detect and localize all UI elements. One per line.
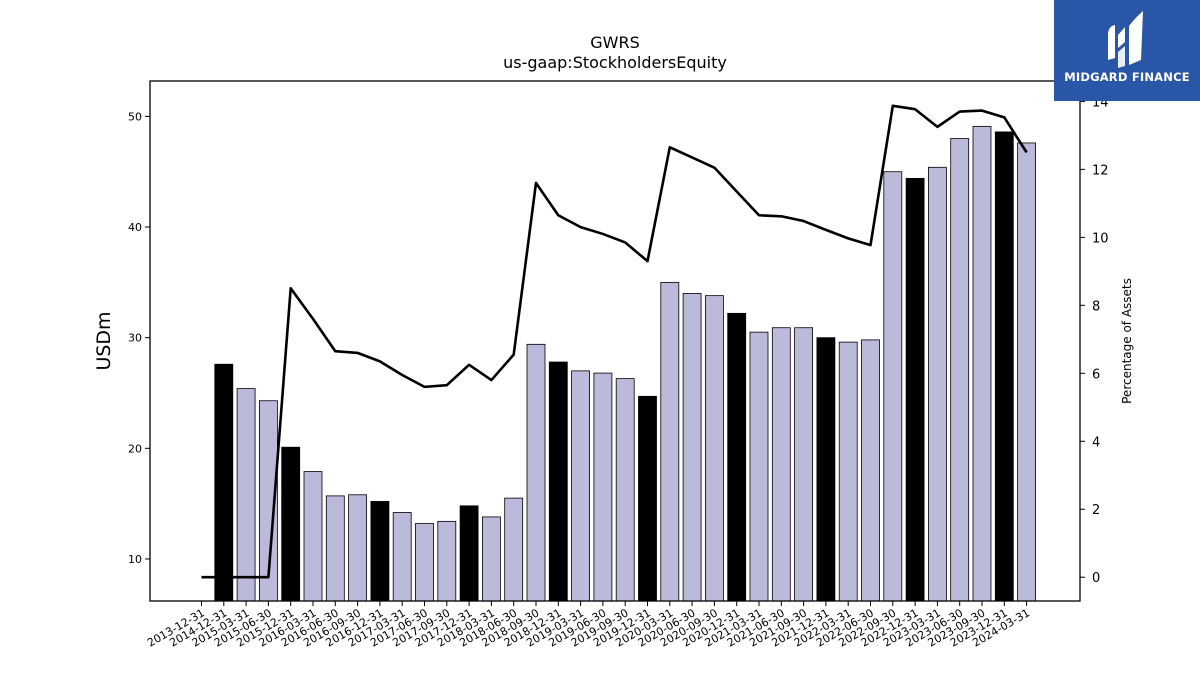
bar-2016-12-31 [370,501,390,602]
bar-2016-06-30 [325,495,345,602]
bar-2019-12-31 [638,395,657,602]
bar-2021-12-31 [816,337,836,602]
bar-2022-12-31 [905,177,925,602]
bar-2016-09-30 [348,494,368,602]
chart-subtitle: us-gaap:StockholdersEquity [503,53,727,72]
y-tick-label: 30 [128,332,142,345]
logo-text: MIDGARD FINANCE [1064,70,1190,84]
bar-2022-03-31 [838,341,858,602]
y-tick-label: 40 [128,221,142,234]
y2-tick-label: 4 [1092,435,1100,450]
bar-2018-12-31 [548,361,568,602]
bar-2020-12-31 [727,312,747,602]
bars-layer [214,125,1036,602]
bar-2017-03-31 [392,512,412,602]
bar-2016-03-31 [303,471,323,602]
bar-2021-03-31 [749,331,769,602]
bar-2023-12-31 [994,131,1014,602]
bar-2018-06-30 [504,497,524,602]
chart-title: GWRS [590,33,640,52]
y2-tick-label: 6 [1092,367,1100,382]
bar-2019-06-30 [593,372,613,602]
plot-frame [149,80,1081,602]
bar-2021-06-30 [771,327,791,602]
y-tick-label: 20 [128,442,142,455]
y2-tick-label: 8 [1092,299,1100,314]
y2-axis-label: Percentage of Assets [1120,278,1134,404]
bar-2019-03-31 [571,370,590,602]
bar-2023-06-30 [950,138,970,602]
bar-2015-03-31 [236,388,256,602]
bar-2024-03-31 [1017,142,1036,602]
bar-2015-12-31 [281,446,301,602]
midgard-logo-icon [1108,11,1143,68]
y-axis-left: 10 20 30 40 50 [128,110,150,566]
bar-2018-03-31 [481,516,501,602]
x-axis: 2013-12-312014-12-312015-03-312015-06-30… [145,601,1032,650]
bar-2021-09-30 [794,327,813,602]
y2-tick-label: 0 [1092,571,1100,586]
y2-tick-label: 12 [1092,163,1109,178]
bar-2017-06-30 [415,523,434,602]
bar-2014-12-31 [214,363,234,602]
y-tick-label: 50 [128,110,142,123]
line-layer [201,104,1028,579]
bar-2017-12-31 [459,505,479,602]
bar-2019-09-30 [615,378,635,602]
bar-2022-09-30 [883,171,903,602]
brand-logo: MIDGARD FINANCE [1054,0,1200,101]
y2-tick-label: 10 [1092,231,1109,246]
bar-2020-09-30 [705,295,724,602]
bar-2020-03-31 [660,281,680,602]
bar-2017-09-30 [437,520,457,602]
bar-2020-06-30 [682,293,702,602]
y2-tick-label: 2 [1092,503,1100,518]
bar-2022-06-30 [861,339,880,602]
y-axis-label: USDm [93,311,115,370]
percentage-line [201,104,1028,579]
bar-2023-03-31 [928,166,947,602]
y-tick-label: 10 [128,553,142,566]
bar-2018-09-30 [526,343,546,602]
bar-2023-09-30 [972,125,992,602]
